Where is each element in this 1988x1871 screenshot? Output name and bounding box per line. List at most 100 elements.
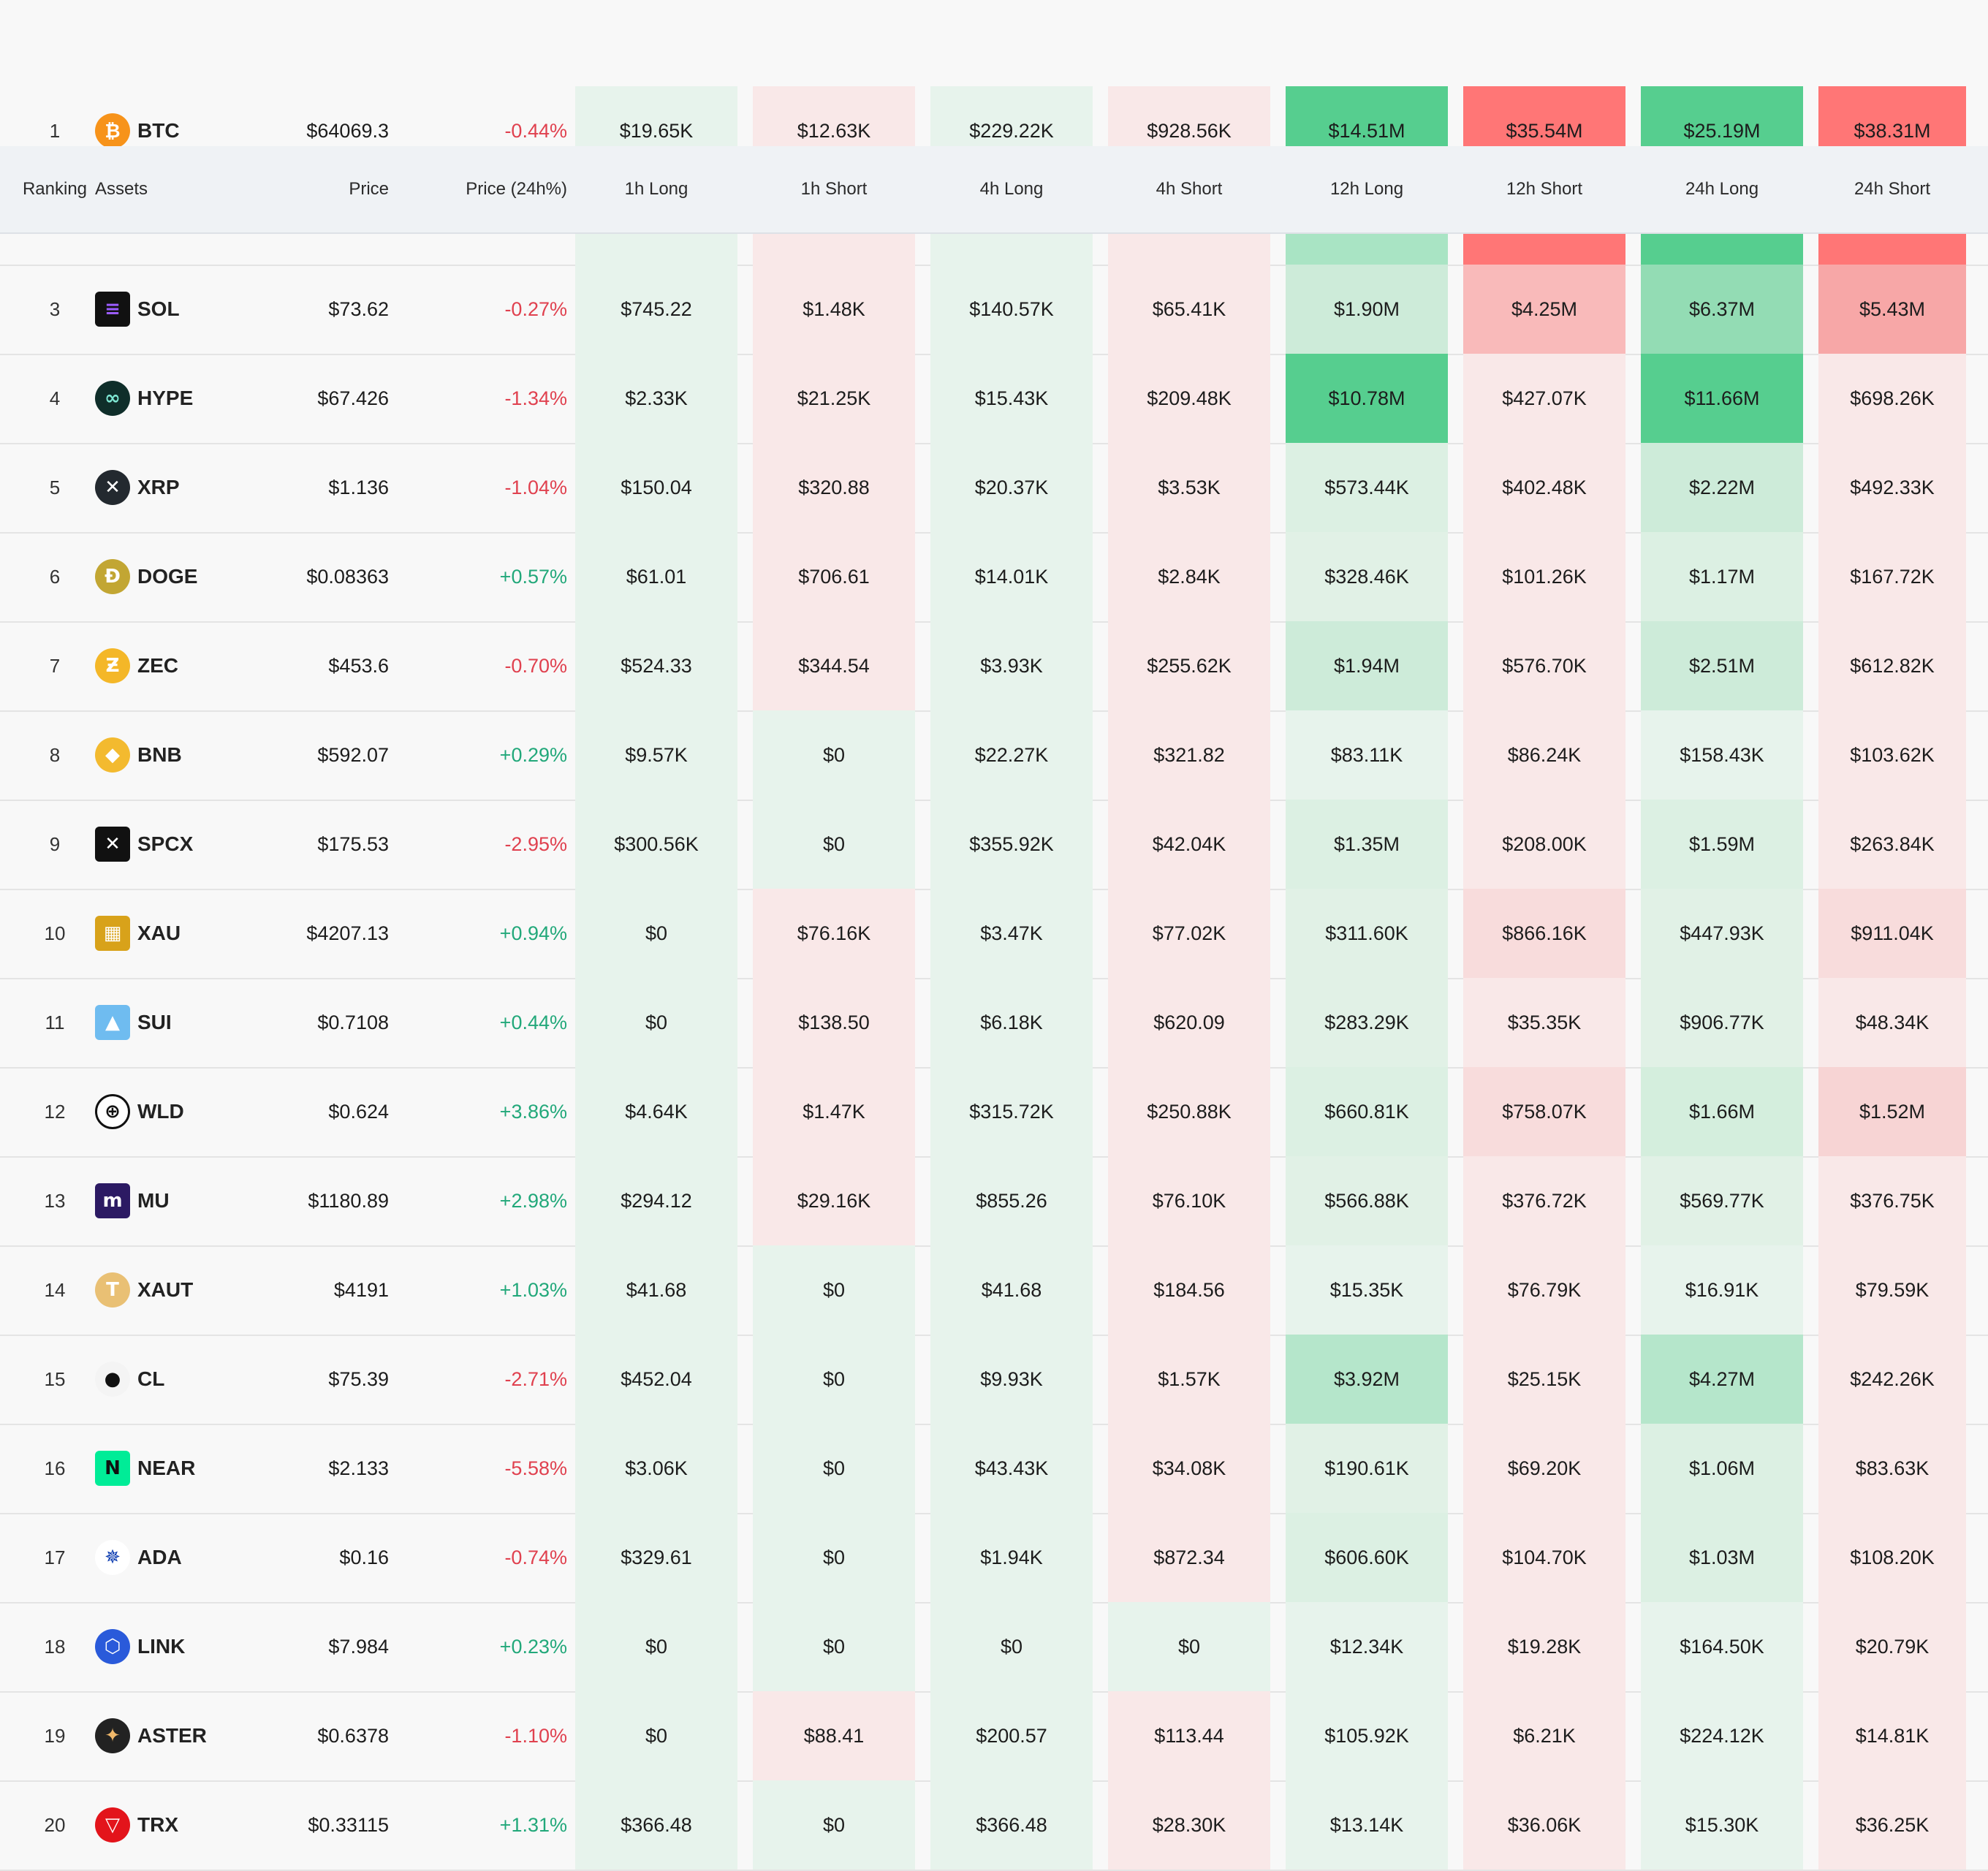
table-row[interactable]: $0 $138.50 $6.18K $620.09 $283.29K $35.35K $90…	[0, 978, 1988, 1069]
cell-24h-short: $108.20K	[1818, 1513, 1966, 1602]
price-change: +0.57%	[499, 565, 567, 588]
cell-24h-short: $79.59K	[1818, 1245, 1966, 1335]
asset[interactable]: ∞ HYPE	[95, 354, 270, 443]
table-row[interactable]: $3.06K $0 $43.43K $34.08K $190.61K $69.20K $1.…	[0, 1424, 1988, 1514]
header-12h-long[interactable]: 12h Long	[1329, 179, 1404, 199]
cell-24h-long: $4.27M	[1641, 1335, 1803, 1424]
cell-4h-short: $0	[1108, 1602, 1270, 1691]
price: $73.62	[328, 297, 389, 320]
cell-24h-long: $158.43K	[1641, 710, 1803, 800]
cell-24h-long: $6.37M	[1641, 265, 1803, 354]
asset[interactable]: N NEAR	[95, 1424, 270, 1513]
cardano-icon: ✵	[95, 1540, 130, 1575]
asset[interactable]: ▲ SUI	[95, 978, 270, 1067]
asset[interactable]: ✵ ADA	[95, 1513, 270, 1602]
table-row[interactable]: $300.56K $0 $355.92K $42.04K $1.35M $208.00K $…	[0, 800, 1988, 890]
asset[interactable]: ◆ BNB	[95, 710, 270, 800]
header-4h-long[interactable]: 4h Long	[979, 179, 1044, 199]
cell-1h-short: $0	[753, 1245, 915, 1335]
price-change: +0.94%	[499, 922, 567, 944]
table-row[interactable]: $0 $88.41 $200.57 $113.44 $105.92K $6.21K $224…	[0, 1691, 1988, 1782]
price-change: +1.31%	[499, 1813, 567, 1836]
cell-12h-short: $4.25M	[1463, 265, 1625, 354]
header-1h-short[interactable]: 1h Short	[800, 179, 868, 199]
header-4h-short[interactable]: 4h Short	[1156, 179, 1223, 199]
cell-1h-long: $294.12	[575, 1156, 737, 1245]
asset[interactable]: T XAUT	[95, 1245, 270, 1335]
cell-24h-short: $103.62K	[1818, 710, 1966, 800]
table-row[interactable]: $0 $0 $0 $0 $12.34K $19.28K $164.50K $20.79K 18 ⬡…	[0, 1602, 1988, 1693]
price: $67.426	[317, 387, 389, 409]
cell-1h-short: $21.25K	[753, 354, 915, 443]
table-row[interactable]: $524.33 $344.54 $3.93K $255.62K $1.94M $576.7…	[0, 621, 1988, 712]
cell-12h-short: $402.48K	[1463, 443, 1625, 532]
asset[interactable]: ₿ BTC	[95, 86, 270, 175]
header-assets[interactable]: Assets	[95, 179, 148, 199]
worldcoin-icon: ⊕	[95, 1094, 130, 1129]
asset[interactable]: m MU	[95, 1156, 270, 1245]
asset[interactable]: Đ DOGE	[95, 532, 270, 621]
asset[interactable]: ✕ XRP	[95, 443, 270, 532]
header-12h-short[interactable]: 12h Short	[1506, 179, 1583, 199]
cell-12h-long: $105.92K	[1286, 1691, 1448, 1780]
asset-symbol: XAUT	[137, 1278, 194, 1301]
header-ranking[interactable]: Ranking	[22, 179, 88, 199]
price: $4191	[333, 1278, 389, 1301]
cell-1h-long: $0	[575, 1602, 737, 1691]
table-row[interactable]: $329.61 $0 $1.94K $872.34 $606.60K $104.70K $1…	[0, 1513, 1988, 1604]
rank: 20	[44, 1813, 66, 1836]
cell-24h-short: $5.43M	[1818, 265, 1966, 354]
cell-24h-short: $83.63K	[1818, 1424, 1966, 1513]
table-row[interactable]: $452.04 $0 $9.93K $1.57K $3.92M $25.15K $4.27M…	[0, 1335, 1988, 1425]
asset[interactable]: ≡ SOL	[95, 265, 270, 354]
table-row[interactable]: $150.04 $320.88 $20.37K $3.53K $573.44K $402.…	[0, 443, 1988, 534]
header-price[interactable]: Price	[349, 179, 389, 199]
table-row[interactable]: $61.01 $706.61 $14.01K $2.84K $328.46K $101.2…	[0, 532, 1988, 623]
table-row[interactable]: $9.57K $0 $22.27K $321.82 $83.11K $86.24K $158…	[0, 710, 1988, 801]
cell-1h-long: $452.04	[575, 1335, 737, 1424]
table-row[interactable]: $366.48 $0 $366.48 $28.30K $13.14K $36.06K $15…	[0, 1780, 1988, 1871]
table-row[interactable]: $294.12 $29.16K $855.26 $76.10K $566.88K $376…	[0, 1156, 1988, 1247]
aster-icon: ✦	[95, 1718, 130, 1753]
asset-symbol: LINK	[137, 1635, 186, 1658]
table-row[interactable]: $4.64K $1.47K $315.72K $250.88K $660.81K $758…	[0, 1067, 1988, 1158]
price: $7.984	[328, 1635, 389, 1658]
cell-24h-short: $1.52M	[1818, 1067, 1966, 1156]
asset[interactable]: ⬡ LINK	[95, 1602, 270, 1691]
asset-symbol: SUI	[137, 1011, 172, 1033]
table-row[interactable]: $19.65K $12.63K $229.22K $928.56K $14.51M $35…	[0, 86, 1988, 177]
asset[interactable]: ⊕ WLD	[95, 1067, 270, 1156]
asset[interactable]: ✕ SPCX	[95, 800, 270, 889]
asset[interactable]: ▦ XAU	[95, 889, 270, 978]
cell-1h-long: $0	[575, 889, 737, 978]
cell-1h-long: $3.06K	[575, 1424, 737, 1513]
cell-12h-short: $19.28K	[1463, 1602, 1625, 1691]
price-change: +0.44%	[499, 1011, 567, 1033]
cell-24h-long: $906.77K	[1641, 978, 1803, 1067]
cell-12h-short: $36.06K	[1463, 1780, 1625, 1870]
asset[interactable]: ● CL	[95, 1335, 270, 1424]
table-row[interactable]: $2.33K $21.25K $15.43K $209.48K $10.78M $427.…	[0, 354, 1988, 444]
asset[interactable]: ✦ ASTER	[95, 1691, 270, 1780]
table-row[interactable]: $41.68 $0 $41.68 $184.56 $15.35K $76.79K $16.9…	[0, 1245, 1988, 1336]
cell-1h-short: $0	[753, 800, 915, 889]
sui-drop-icon: ▲	[95, 1005, 130, 1040]
cell-12h-short: $76.79K	[1463, 1245, 1625, 1335]
table-row[interactable]: $0 $76.16K $3.47K $77.02K $311.60K $866.16K $4…	[0, 889, 1988, 979]
table-row[interactable]: $745.22 $1.48K $140.57K $65.41K $1.90M $4.25M…	[0, 265, 1988, 355]
bnb-icon: ◆	[95, 737, 130, 773]
header-24h-short[interactable]: 24h Short	[1854, 179, 1931, 199]
asset-symbol: TRX	[137, 1813, 178, 1836]
cell-12h-long: $3.92M	[1286, 1335, 1448, 1424]
cell-12h-short: $758.07K	[1463, 1067, 1625, 1156]
asset[interactable]: Ƶ ZEC	[95, 621, 270, 710]
header-1h-long[interactable]: 1h Long	[624, 179, 688, 199]
asset[interactable]: ▽ TRX	[95, 1780, 270, 1870]
header-price-change[interactable]: Price (24h%)	[466, 179, 567, 199]
cell-12h-short: $86.24K	[1463, 710, 1625, 800]
cell-4h-long: $3.93K	[930, 621, 1093, 710]
header-24h-long[interactable]: 24h Long	[1685, 179, 1759, 199]
cell-1h-long: $0	[575, 1691, 737, 1780]
cell-1h-short: $1.47K	[753, 1067, 915, 1156]
cell-12h-short: $6.21K	[1463, 1691, 1625, 1780]
